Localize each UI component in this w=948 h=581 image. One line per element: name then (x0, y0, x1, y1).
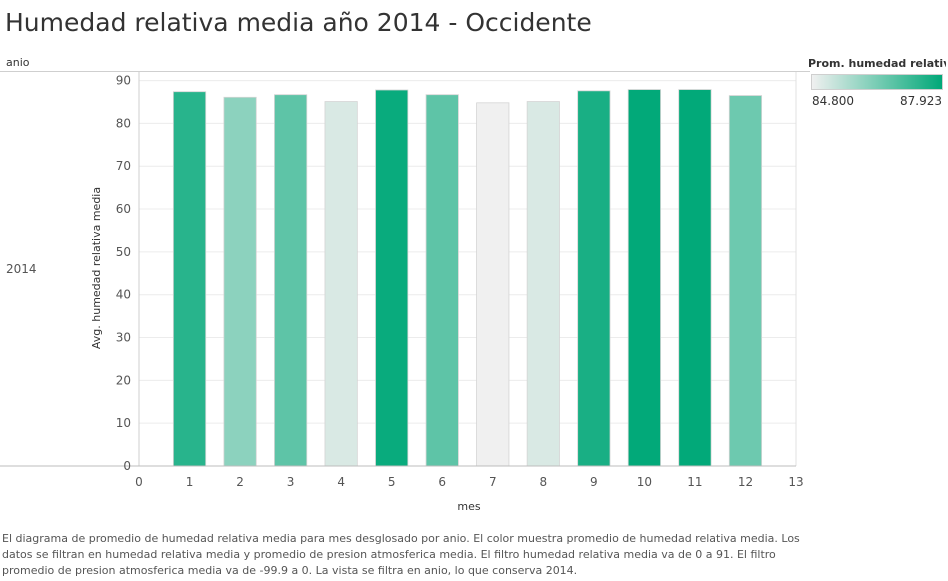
y-tick-label: 10 (116, 416, 131, 430)
x-axis-title: mes (457, 500, 480, 513)
y-tick-label: 0 (123, 459, 131, 473)
x-tick-labels: 0 1 2 3 4 5 6 7 8 9 10 11 12 13 (135, 475, 803, 489)
bar-mes-9[interactable] (577, 90, 611, 467)
y-tick-label: 50 (116, 245, 131, 259)
bar-mes-6[interactable] (425, 94, 459, 467)
bar-mes-3[interactable] (274, 94, 308, 467)
y-axis-title: Avg. humedad relativa media (90, 187, 103, 349)
y-tick-label: 40 (116, 288, 131, 302)
y-tick-label: 30 (116, 331, 131, 345)
bars (172, 89, 763, 467)
bar-mes-11[interactable] (678, 89, 712, 467)
bar-mes-7[interactable] (476, 102, 510, 467)
y-tick-labels: 0 10 20 30 40 50 60 70 80 90 (116, 74, 131, 473)
x-tick-label: 6 (438, 475, 446, 489)
axes (0, 72, 797, 467)
x-tick-label: 7 (489, 475, 497, 489)
y-tick-label: 60 (116, 202, 131, 216)
row-value-label[interactable]: 2014 (6, 262, 37, 276)
x-tick-label: 0 (135, 475, 143, 489)
legend-title[interactable]: Prom. humedad relativ.. (808, 57, 946, 70)
x-tick-label: 12 (738, 475, 753, 489)
x-tick-label: 1 (186, 475, 194, 489)
bar-mes-10[interactable] (627, 89, 661, 467)
row-header-label[interactable]: anio (6, 56, 30, 69)
x-tick-label: 2 (236, 475, 244, 489)
bar-mes-5[interactable] (375, 89, 409, 467)
bar-mes-2[interactable] (223, 96, 257, 467)
chart-caption: El diagrama de promedio de humedad relat… (2, 532, 800, 577)
y-tick-label: 80 (116, 116, 131, 130)
x-tick-label: 4 (337, 475, 345, 489)
x-tick-label: 5 (388, 475, 396, 489)
x-tick-label: 10 (637, 475, 652, 489)
chart-title: Humedad relativa media año 2014 - Occide… (5, 8, 592, 37)
legend-max-label: 87.923 (900, 94, 942, 108)
x-tick-label: 8 (539, 475, 547, 489)
bar-mes-1[interactable] (172, 91, 207, 467)
bar-mes-12[interactable] (728, 95, 763, 467)
bar-mes-4[interactable] (324, 101, 358, 467)
y-tick-label: 20 (116, 373, 131, 387)
row-header: anio (0, 56, 810, 72)
bar-mes-8[interactable] (526, 101, 560, 467)
x-tick-label: 11 (687, 475, 702, 489)
legend-color-ramp (811, 74, 943, 90)
y-tick-label: 90 (116, 74, 131, 88)
y-tick-label: 70 (116, 159, 131, 173)
x-tick-label: 13 (788, 475, 803, 489)
legend-min-label: 84.800 (812, 94, 854, 108)
x-tick-label: 9 (590, 475, 598, 489)
x-tick-label: 3 (287, 475, 295, 489)
